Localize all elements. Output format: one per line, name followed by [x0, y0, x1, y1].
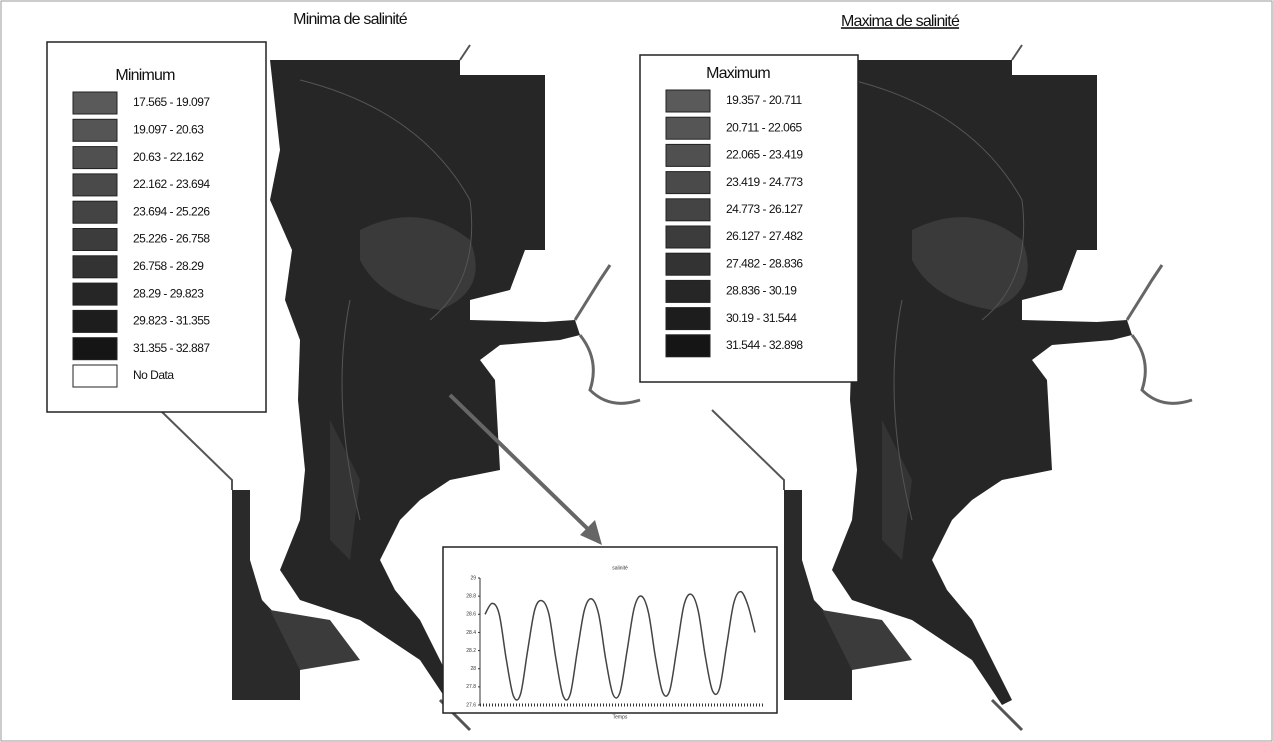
map-title: Maxima de salinité	[841, 13, 960, 30]
legend-swatch	[666, 90, 710, 112]
legend-swatch	[73, 147, 117, 169]
legend-swatch	[73, 256, 117, 278]
legend-label: 26.758 - 28.29	[133, 259, 204, 273]
map-title: Minima de salinité	[293, 11, 408, 28]
legend-label: 29.823 - 31.355	[133, 314, 210, 328]
legend-label: 22.162 - 23.694	[133, 177, 210, 191]
legend-title: Maximum	[706, 65, 770, 82]
legend-label: 30.19 - 31.544	[726, 311, 797, 325]
inset-y-tick-label: 28.8	[466, 593, 476, 599]
legend-label: 31.544 - 32.898	[726, 338, 803, 352]
legend: Maximum 19.357 - 20.711 20.711 - 22.065 22…	[640, 55, 858, 382]
legend-swatch	[666, 226, 710, 248]
legend-swatch	[73, 365, 117, 387]
legend-label: 28.836 - 30.19	[726, 284, 797, 298]
legend-swatch	[666, 335, 710, 357]
inset-x-label: Temps	[613, 714, 628, 720]
inset-y-tick-label: 28.4	[466, 630, 476, 636]
inset-box	[443, 547, 777, 713]
legend-label: 25.226 - 26.758	[133, 232, 210, 246]
legend-swatch	[73, 92, 117, 114]
legend-label: 27.482 - 28.836	[726, 256, 803, 270]
legend-label: 23.419 - 24.773	[726, 175, 803, 189]
legend-label: 26.127 - 27.482	[726, 229, 803, 243]
legend-swatch	[73, 310, 117, 332]
inset-title: salinité	[612, 565, 628, 571]
legend-label: 17.565 - 19.097	[133, 95, 210, 109]
legend-label: 19.357 - 20.711	[726, 93, 803, 107]
inset-chart: salinité Temps 29 28.8 28.6 28.4 28.2 28 27.8 2…	[443, 547, 777, 720]
figure: Minima de salinité Maxima de salinité Mi…	[0, 0, 1273, 742]
legend-swatch	[666, 144, 710, 166]
inset-y-tick-label: 28.6	[466, 612, 476, 618]
legend-swatch	[666, 253, 710, 275]
legend: Minimum 17.565 - 19.097 19.097 - 20.63 20.…	[47, 42, 266, 412]
legend-swatch	[666, 308, 710, 330]
legend-label: 20.63 - 22.162	[133, 150, 204, 164]
legend-swatch	[73, 229, 117, 251]
inset-y-tick-label: 28	[470, 666, 476, 672]
legend-swatch	[73, 338, 117, 360]
legend-swatch	[73, 174, 117, 196]
legend-label: 28.29 - 29.823	[133, 286, 204, 300]
page: {"left_map": {"title": "Minima de salini…	[0, 0, 1273, 742]
legend-title: Minimum	[115, 67, 175, 84]
legend-swatch	[73, 283, 117, 305]
legend-label: 19.097 - 20.63	[133, 122, 204, 136]
legend-label: 24.773 - 26.127	[726, 202, 803, 216]
inset-y-tick-label: 27.6	[466, 702, 476, 708]
legend-swatch	[666, 172, 710, 194]
legend-swatch	[666, 280, 710, 302]
inset-y-tick-label: 28.2	[466, 648, 476, 654]
inset-y-tick-label: 29	[470, 575, 476, 581]
legend-label: 22.065 - 23.419	[726, 148, 803, 162]
legend-swatch	[666, 117, 710, 139]
legend-swatch	[666, 199, 710, 221]
inset-y-tick-label: 27.8	[466, 684, 476, 690]
legend-swatch	[73, 119, 117, 141]
legend-label: 31.355 - 32.887	[133, 341, 210, 355]
legend-label: 20.711 - 22.065	[726, 120, 803, 134]
legend-label: 23.694 - 25.226	[133, 204, 210, 218]
legend-label: No Data	[133, 368, 174, 382]
legend-swatch	[73, 201, 117, 223]
